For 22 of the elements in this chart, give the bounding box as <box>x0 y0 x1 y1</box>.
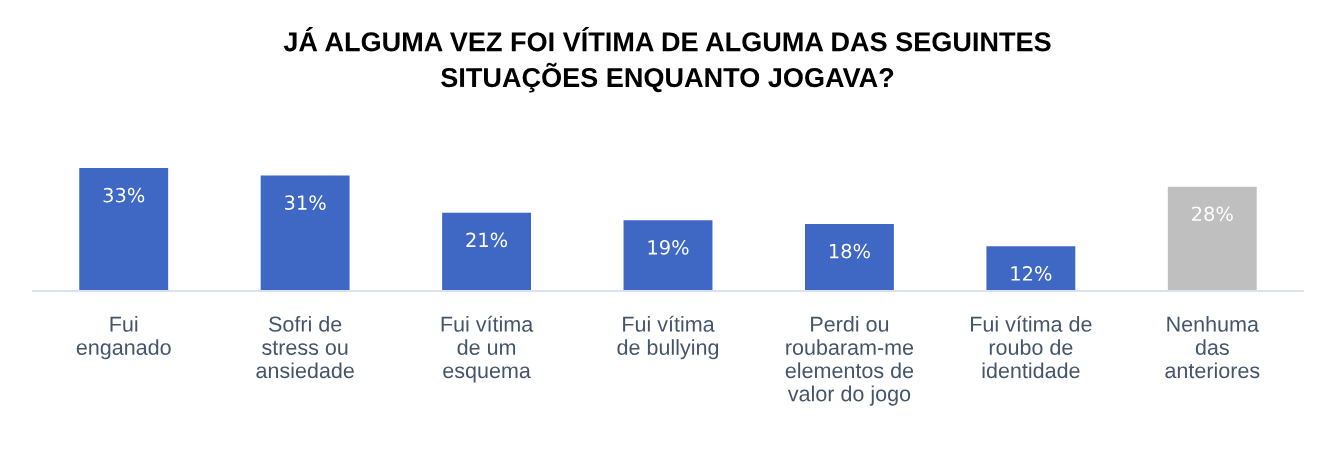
bar <box>260 175 350 291</box>
bar <box>79 168 169 291</box>
x-tick-label: Nenhuma das anteriores <box>1165 316 1260 379</box>
bar <box>442 212 532 291</box>
data-label: 21% <box>466 232 508 248</box>
data-label: 19% <box>648 239 689 255</box>
bar <box>986 246 1076 291</box>
data-label: 33% <box>103 187 145 203</box>
bar <box>804 223 894 291</box>
data-label: 12% <box>1011 266 1052 281</box>
x-tick-label: Fui vítima de roubo de identidade <box>971 315 1092 379</box>
data-label: 31% <box>285 195 326 210</box>
x-tick-label: Sofri de stress ou ansiedade <box>256 316 354 379</box>
data-label: 28% <box>1192 206 1233 222</box>
x-tick-label: Fui enganado <box>76 316 171 360</box>
bar <box>1167 186 1257 291</box>
x-tick-label: Fui vítima de um esquema <box>441 315 534 383</box>
bar <box>623 220 713 291</box>
x-tick-label: Fui vítima de bullying <box>617 315 719 360</box>
data-label: 18% <box>829 243 870 259</box>
x-tick-label: Perdi ou roubaram-me elementos de valor do jogo <box>785 316 914 406</box>
chart-title: JÁ ALGUMA VEZ FOI VÍTIMA DE ALGUMA DAS SEGUINTES SITUAÇÕES ENQUANTO JOGAVA? <box>283 27 1051 93</box>
